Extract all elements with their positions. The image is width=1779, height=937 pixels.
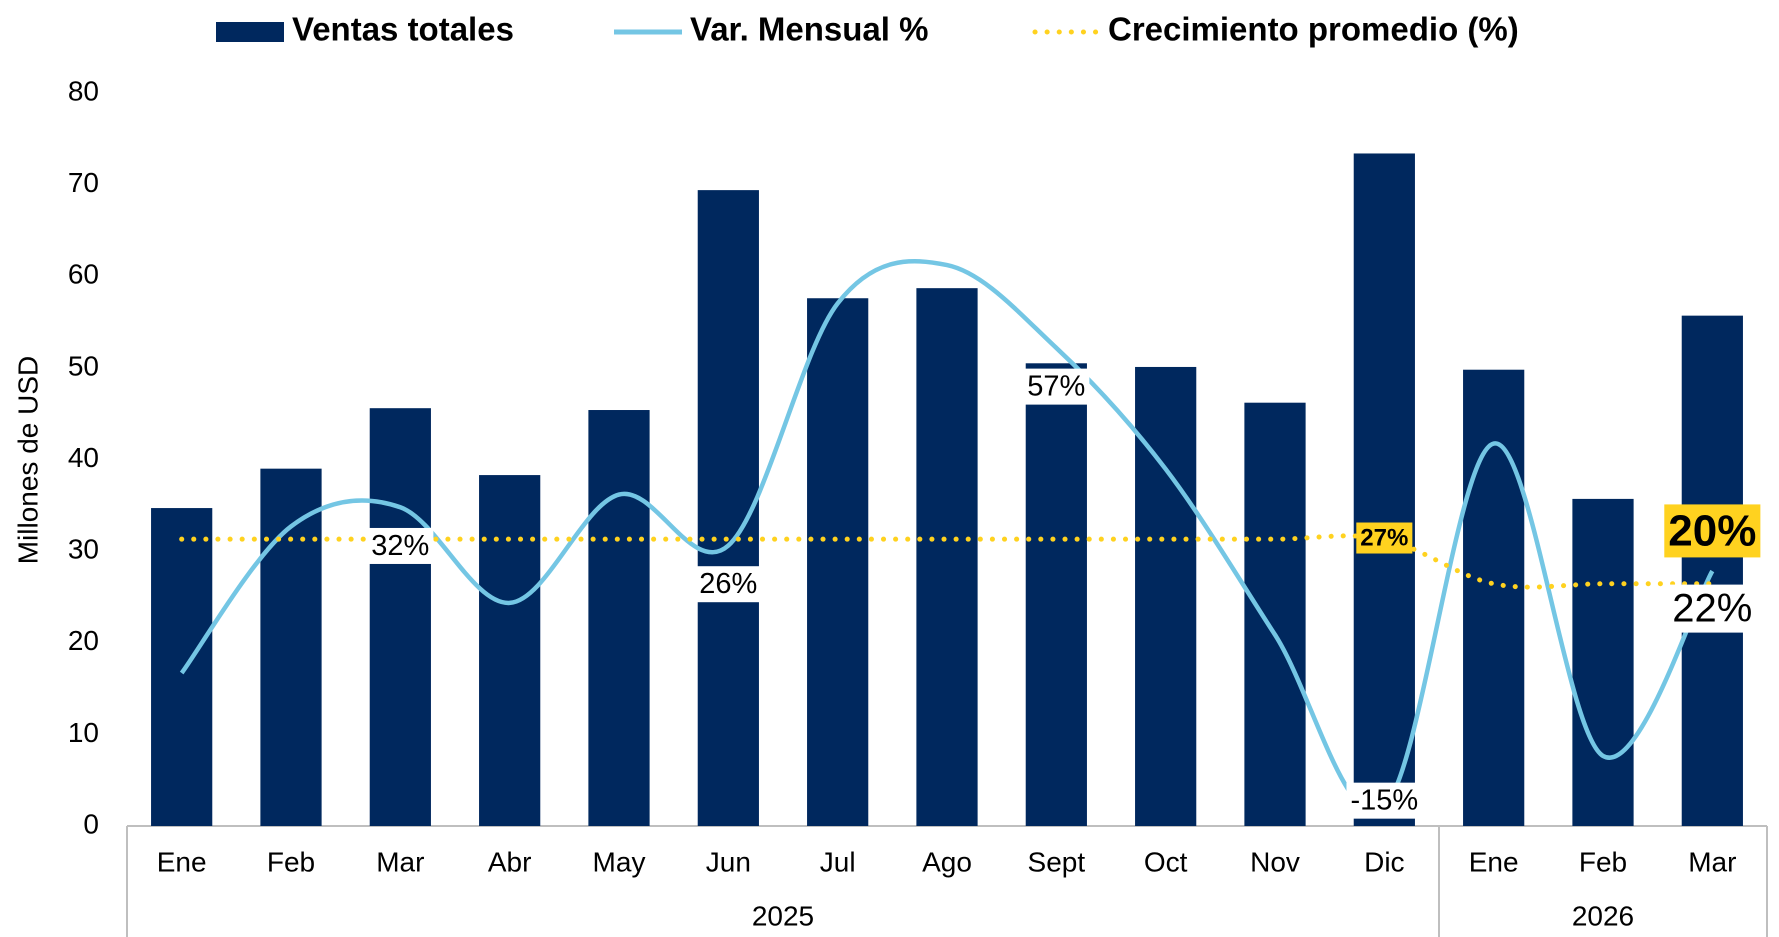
y-tick-label: 60 [68,259,99,290]
legend-label: Ventas totales [292,11,514,48]
bar [1681,315,1743,826]
x-tick-label: Mar [1688,846,1736,877]
x-tick-label: Ene [1469,846,1519,877]
legend-label: Var. Mensual % [690,11,928,48]
y-tick-label: 0 [83,808,99,839]
bar [260,468,322,826]
bar [1572,498,1634,826]
bar [588,410,650,826]
x-tick-label: Feb [1579,846,1627,877]
data-label-bg [695,566,762,603]
x-tick-label: Jul [820,846,856,877]
data-label-bg [1023,368,1090,405]
legend-label: Crecimiento promedio (%) [1108,11,1519,48]
data-label: 20% [1668,506,1756,555]
bar [369,408,431,826]
x-tick-label: Abr [488,846,532,877]
x-tick-label: May [593,846,646,877]
x-tick-label: Ene [157,846,207,877]
line [179,259,1715,814]
data-label: 32% [371,530,429,562]
y-tick-label: 40 [68,442,99,473]
x-tick-label: Dic [1364,846,1404,877]
y-tick-label: 20 [68,625,99,656]
data-label: -15% [1350,785,1418,817]
data-label-bg [367,527,434,564]
bar [151,508,213,826]
y-tick-label: 80 [68,75,99,106]
data-label: 27% [1360,525,1408,552]
bar [1463,369,1525,826]
bar [916,288,978,826]
bar [1135,366,1197,826]
bar [807,298,869,826]
dotted-line [179,533,1715,590]
data-label-bg [1356,522,1413,554]
x-tick-label: Mar [376,846,424,877]
group-label: 2026 [1572,900,1634,931]
bar [1025,363,1087,826]
x-tick-label: Ago [922,846,972,877]
data-label-bg [1664,504,1761,558]
data-label: 57% [1027,371,1085,403]
y-axis-title: Millones de USD [12,356,43,565]
legend-swatch [216,22,284,42]
bar [1244,402,1306,826]
x-tick-label: Sept [1028,846,1086,877]
y-tick-label: 10 [68,717,99,748]
x-tick-label: Feb [267,846,315,877]
x-tick-label: Jun [706,846,751,877]
x-tick-label: Oct [1144,846,1188,877]
y-tick-label: 30 [68,534,99,565]
group-label: 2025 [752,900,814,931]
data-label: 26% [699,568,757,600]
data-label: 22% [1672,587,1752,631]
x-tick-label: Nov [1250,846,1300,877]
data-label-bg [1668,584,1757,633]
bar [697,190,759,826]
y-tick-label: 70 [68,167,99,198]
bar [1353,153,1415,826]
y-tick-label: 50 [68,350,99,381]
bar [479,475,541,826]
data-label-bg [1346,782,1423,819]
